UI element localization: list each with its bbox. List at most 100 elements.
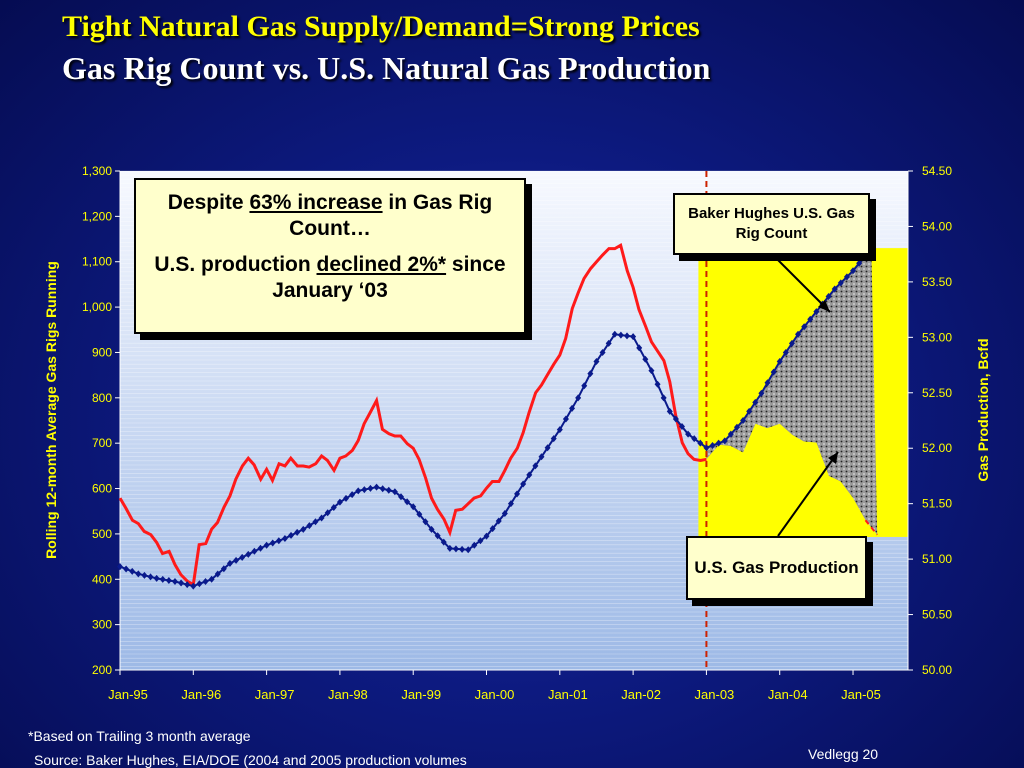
rig-count-point	[379, 485, 386, 493]
y2-axis-title: Gas Production, Bcfd	[975, 338, 991, 481]
rig-count-callout: Baker Hughes U.S. Gas Rig Count	[673, 193, 870, 255]
y2-tick-label: 54.50	[922, 164, 952, 178]
rig-count-point	[318, 514, 325, 522]
x-tick-label: Jan-99	[401, 687, 441, 702]
y-tick-label: 1,300	[82, 164, 112, 178]
rig-count-point	[843, 273, 850, 281]
rig-count-point	[428, 525, 435, 533]
rig-count-point	[703, 444, 710, 452]
rig-count-point	[746, 407, 753, 415]
rig-count-point	[764, 379, 771, 387]
production-line	[118, 243, 707, 588]
rig-count-point	[593, 358, 600, 366]
rig-count-point	[489, 525, 496, 533]
y-tick-label: 200	[92, 663, 112, 677]
rig-count-point	[526, 471, 533, 479]
rig-count-point	[721, 437, 728, 445]
rig-count-point	[514, 490, 521, 498]
y-tick-label: 500	[92, 527, 112, 541]
rig-count-point	[416, 510, 423, 518]
rig-count-point	[251, 547, 258, 555]
rig-count-point	[599, 348, 606, 356]
rig-count-point	[233, 556, 240, 564]
source-note: Source: Baker Hughes, EIA/DOE (2004 and …	[34, 752, 467, 768]
y-tick-label: 1,100	[82, 255, 112, 269]
rig-count-point	[575, 394, 582, 402]
rig-count-point	[153, 574, 160, 582]
y-tick-label: 400	[92, 572, 112, 586]
rig-count-point	[245, 550, 252, 558]
y2-tick-label: 52.00	[922, 441, 952, 455]
rig-count-point	[562, 415, 569, 423]
rig-count-point	[269, 539, 276, 547]
slide-title: Tight Natural Gas Supply/Demand=Strong P…	[62, 10, 700, 43]
rig-count-point	[226, 559, 233, 567]
rig-count-point	[446, 544, 453, 552]
gas-production-callout: U.S. Gas Production	[686, 536, 867, 600]
rig-count-point	[740, 417, 747, 424]
rig-count-point	[782, 348, 789, 356]
x-tick-label: Jan-04	[768, 687, 808, 702]
rig-count-point	[630, 333, 637, 341]
rig-count-point	[520, 480, 527, 488]
rig-count-point	[404, 498, 411, 506]
rig-callout-arrow	[771, 253, 831, 313]
y-tick-label: 700	[92, 436, 112, 450]
rig-count-point	[556, 426, 563, 434]
rig-count-point	[477, 537, 484, 545]
x-tick-label: Jan-97	[255, 687, 295, 702]
y2-tick-label: 54.00	[922, 219, 952, 233]
rig-count-point	[214, 570, 221, 578]
rig-count-point	[624, 332, 631, 340]
rig-count-point	[538, 453, 545, 461]
rig-count-point	[550, 435, 557, 443]
footnote: *Based on Trailing 3 month average	[28, 728, 251, 744]
rig-count-point	[361, 486, 368, 494]
rig-count-point	[257, 544, 264, 552]
rig-count-point	[324, 509, 331, 517]
rig-count-point	[758, 389, 765, 397]
rig-count-point	[532, 462, 539, 470]
gas-callout-arrowhead	[828, 452, 838, 464]
rig-count-point	[300, 525, 307, 533]
rig-count-point	[312, 518, 319, 526]
rig-count-point	[691, 435, 698, 443]
rig-count-point	[850, 267, 857, 275]
x-tick-label: Jan-96	[181, 687, 221, 702]
x-tick-label: Jan-01	[548, 687, 588, 702]
y-tick-label: 1,000	[82, 300, 112, 314]
production-forecast-area	[706, 423, 878, 537]
rig-callout-arrowhead	[818, 300, 830, 312]
rig-count-point	[434, 532, 441, 540]
rig-count-point	[581, 382, 588, 390]
rig-count-point	[715, 439, 722, 447]
rig-count-point	[129, 567, 136, 575]
rig-count-point	[507, 500, 514, 508]
rig-count-point	[648, 367, 655, 375]
y2-tick-label: 53.00	[922, 330, 952, 344]
y-tick-label: 800	[92, 391, 112, 405]
rig-count-point	[391, 488, 398, 496]
rig-count-point	[141, 571, 148, 579]
rig-count-point	[202, 578, 209, 586]
rig-count-point	[355, 487, 362, 495]
rig-count-point	[281, 534, 288, 542]
rig-count-point	[666, 407, 673, 415]
rig-count-point	[452, 545, 459, 553]
rig-count-point	[733, 423, 740, 431]
rig-count-point	[263, 541, 270, 549]
rig-count-point	[831, 285, 838, 293]
gas-callout-arrow	[777, 451, 839, 537]
rig-count-point	[569, 404, 576, 412]
rig-count-point	[220, 565, 227, 573]
y2-tick-label: 51.50	[922, 497, 952, 511]
rig-count-point	[672, 415, 679, 423]
rig-count-point	[471, 541, 478, 549]
rig-count-point	[330, 503, 337, 511]
rig-count-point	[190, 582, 197, 590]
rig-count-point	[184, 581, 191, 589]
rig-count-point	[367, 484, 374, 492]
main-callout: Despite 63% increase in Gas Rig Count… U…	[134, 178, 526, 334]
y-tick-label: 1,200	[82, 209, 112, 223]
rig-count-point	[636, 344, 643, 352]
